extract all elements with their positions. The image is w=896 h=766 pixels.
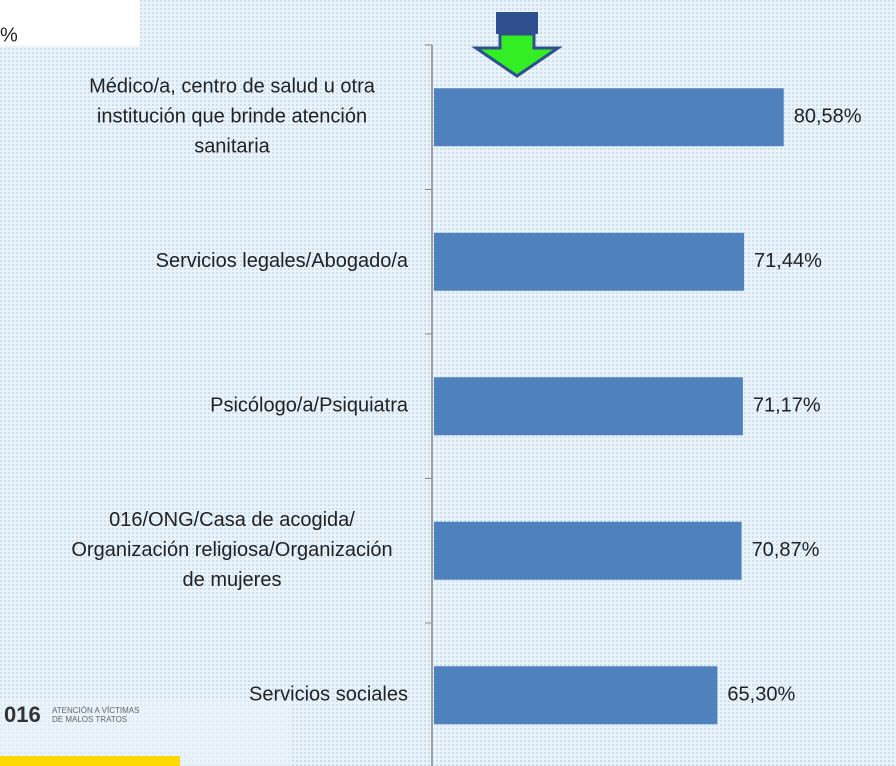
y-tick-label: de mujeres [183,569,282,591]
y-tick-label: 016/ONG/Casa de acogida/ [109,509,355,531]
y-tick-label: sanitaria [194,136,270,158]
logo-text: ATENCIÓN A VÍCTIMAS [52,706,139,715]
y-tick-label: Psicólogo/a/Psiquiatra [210,395,409,417]
y-tick-label: institución que brinde atención [97,106,367,128]
data-label: 71,17% [753,395,821,417]
bar [434,377,743,436]
y-tick-label: Servicios sociales [249,684,408,706]
y-tick-label: Organización religiosa/Organización [71,539,392,561]
logo-number: 016 [4,702,41,727]
arrow [471,12,563,78]
bar [434,521,742,580]
bar [434,88,784,147]
logo-text: DE MALOS TRATOS [52,715,127,724]
data-label: 70,87% [752,539,820,561]
bar [434,232,745,291]
header-blank [0,0,140,46]
logo: 016 ATENCIÓN A VÍCTIMAS DE MALOS TRATOS [0,700,290,766]
y-tick-label: Médico/a, centro de salud u otra [89,76,376,98]
data-label: 65,30% [727,684,795,706]
data-label: 71,44% [754,250,822,272]
y-tick-label: Servicios legales/Abogado/a [156,250,409,272]
axis-label: % [0,24,18,46]
bar [434,666,718,725]
data-label: 80,58% [794,106,862,128]
